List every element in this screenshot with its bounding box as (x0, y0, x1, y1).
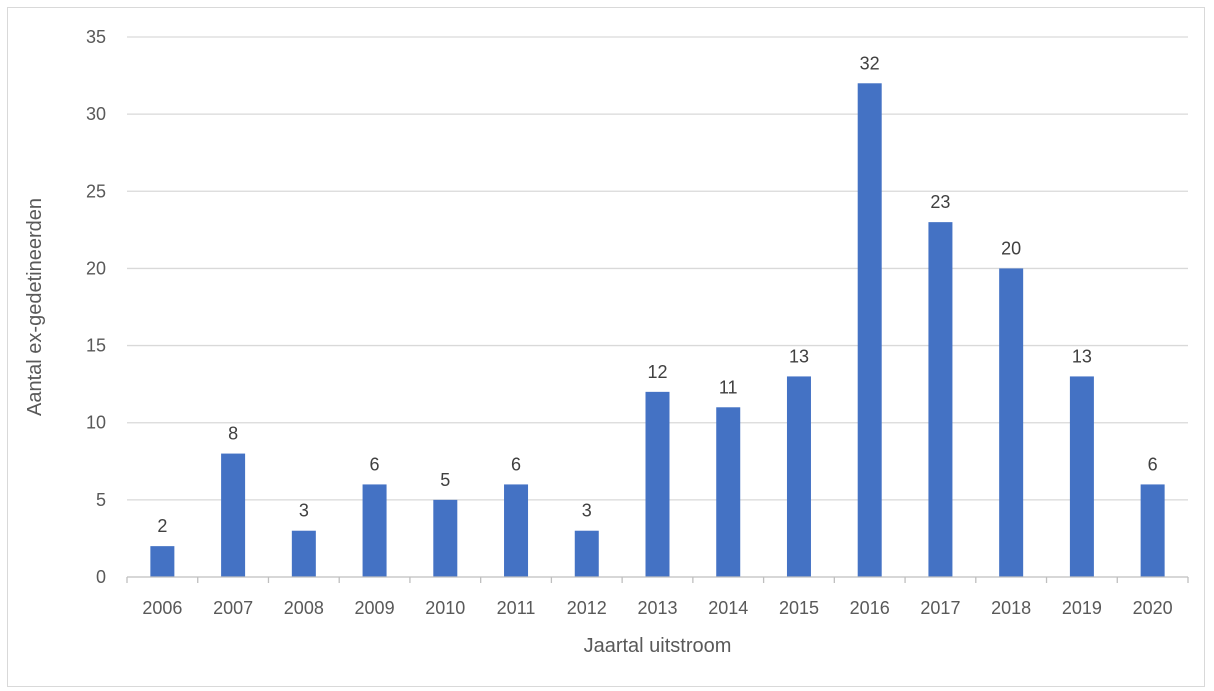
bar-2015 (786, 376, 811, 577)
y-tick-label: 5 (96, 490, 106, 510)
data-label-2006: 2 (157, 516, 167, 536)
data-label-2010: 5 (440, 470, 450, 490)
data-label-2011: 6 (511, 454, 521, 474)
bar-2010 (433, 499, 458, 577)
y-axis-title: Aantal ex-gedetineerden (24, 198, 46, 416)
bars (150, 83, 1165, 578)
data-labels: 2 8 3 6 5 6 3 12 11 13 32 23 20 13 6 (157, 53, 1157, 536)
data-label-2008: 3 (299, 501, 309, 521)
y-tick-label: 10 (86, 413, 106, 433)
x-tick-label-2006: 2006 (142, 598, 182, 618)
x-tick-label-2009: 2009 (355, 598, 395, 618)
y-tick-label: 30 (86, 104, 106, 124)
bar-2016 (857, 83, 882, 578)
bar-2013 (645, 391, 670, 577)
y-tick-label: 25 (86, 181, 106, 201)
x-tick-label-2015: 2015 (779, 598, 819, 618)
y-tick-label: 0 (96, 567, 106, 587)
data-label-2017: 23 (930, 192, 950, 212)
x-tick-label-2008: 2008 (284, 598, 324, 618)
data-label-2009: 6 (370, 454, 380, 474)
data-label-2014: 11 (719, 377, 738, 397)
bar-2019 (1069, 376, 1094, 577)
bar-2009 (362, 484, 387, 577)
data-label-2016: 32 (860, 53, 880, 73)
bar-2014 (716, 407, 741, 577)
data-label-2007: 8 (228, 424, 238, 444)
bar-2008 (291, 530, 316, 577)
x-axis-title: Jaartal uitstroom (584, 635, 732, 657)
data-label-2018: 20 (1001, 238, 1021, 258)
bar-2011 (504, 484, 529, 577)
data-label-2019: 13 (1072, 346, 1092, 366)
x-tick-label-2020: 2020 (1133, 598, 1173, 618)
x-tick-label-2018: 2018 (991, 598, 1031, 618)
data-label-2015: 13 (789, 346, 809, 366)
x-tick-label-2012: 2012 (567, 598, 607, 618)
x-tick-label-2019: 2019 (1062, 598, 1102, 618)
y-tick-label: 35 (86, 27, 106, 47)
x-tick-label-2013: 2013 (637, 598, 677, 618)
y-tick-label: 20 (86, 258, 106, 278)
bar-2018 (999, 268, 1024, 577)
y-tick-label: 15 (86, 336, 106, 356)
x-tick-label-2011: 2011 (497, 598, 536, 618)
bar-2020 (1140, 484, 1165, 577)
data-label-2012: 3 (582, 501, 592, 521)
data-label-2013: 12 (647, 362, 667, 382)
x-tick-label-2010: 2010 (425, 598, 465, 618)
data-label-2020: 6 (1148, 454, 1158, 474)
bar-2017 (928, 222, 953, 577)
x-axis-ticks: 2006 2007 2008 2009 2010 2011 2012 2013 2014 2015… (126, 577, 1189, 618)
x-tick-label-2014: 2014 (708, 598, 748, 618)
x-tick-label-2016: 2016 (850, 598, 890, 618)
bar-2006 (150, 546, 175, 577)
bar-2007 (221, 453, 246, 577)
y-axis-ticks: 0 5 10 15 20 25 30 35 (86, 27, 106, 587)
bar-2012 (574, 530, 599, 577)
x-tick-label-2007: 2007 (213, 598, 253, 618)
x-tick-label-2017: 2017 (920, 598, 960, 618)
